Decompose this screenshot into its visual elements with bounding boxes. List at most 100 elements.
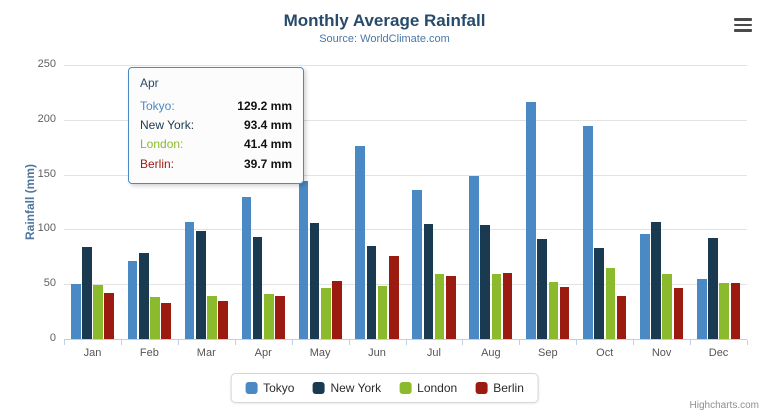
bar-london-may[interactable] (320, 287, 331, 339)
bar-tokyo-jun[interactable] (355, 146, 366, 339)
bar-new-york-sep[interactable] (537, 239, 548, 339)
bar-london-mar[interactable] (207, 295, 217, 339)
axis-tick (462, 340, 463, 345)
y-tick-label: 100 (37, 222, 56, 234)
bar-tokyo-oct[interactable] (583, 126, 593, 339)
x-tick-label: Feb (139, 347, 159, 359)
y-tick-label: 50 (43, 277, 56, 289)
chart-title: Monthly Average Rainfall (283, 11, 486, 30)
bar-new-york-nov[interactable] (651, 222, 661, 339)
legend-swatch (399, 382, 412, 394)
tooltip-rows: Tokyo: 129.2 mm New York: 93.4 mm London: 41.… (140, 97, 292, 174)
legend-item-tokyo[interactable]: Tokyo (245, 381, 294, 395)
credits-link[interactable]: Highcharts.com (689, 400, 759, 411)
gridline (64, 175, 747, 176)
bar-new-york-may[interactable] (309, 222, 320, 339)
bar-new-york-feb[interactable] (138, 252, 149, 339)
y-tick-label: 250 (37, 58, 56, 70)
axis-tick (576, 340, 577, 345)
x-tick-label: Jan (83, 347, 102, 359)
axis-tick (349, 340, 350, 345)
bar-berlin-mar[interactable] (218, 301, 228, 339)
bar-berlin-dec[interactable] (730, 283, 741, 339)
tooltip: Apr Tokyo: 129.2 mm New York: 93.4 mm London… (128, 67, 304, 184)
gridline (64, 284, 747, 285)
x-tick-label: Jul (426, 347, 441, 359)
x-tick-label: May (309, 347, 331, 359)
y-tick-label: 200 (37, 113, 56, 125)
axis-tick (406, 340, 407, 345)
legend-item-london[interactable]: London (399, 381, 457, 395)
bar-new-york-jun[interactable] (366, 246, 377, 339)
x-tick-label: Mar (196, 347, 216, 359)
bar-tokyo-may[interactable] (298, 181, 309, 339)
legend-item-new-york[interactable]: New York (312, 381, 381, 395)
bar-london-dec[interactable] (719, 282, 729, 339)
bar-new-york-jul[interactable] (423, 223, 434, 339)
tooltip-series-value: 41.4 mm (243, 137, 292, 152)
bar-berlin-jul[interactable] (445, 276, 456, 339)
axis-tick (519, 340, 520, 345)
x-tick-label: Sep (537, 347, 558, 359)
legend-item-berlin[interactable]: Berlin (475, 381, 524, 395)
axis-tick (235, 340, 236, 345)
bar-tokyo-jul[interactable] (412, 190, 423, 339)
bar-tokyo-feb[interactable] (127, 260, 138, 339)
bar-london-aug[interactable] (491, 273, 502, 339)
bar-new-york-mar[interactable] (195, 231, 206, 339)
axis-tick (64, 340, 65, 345)
x-tick-label: Aug (481, 347, 501, 359)
bar-berlin-may[interactable] (332, 281, 342, 339)
tooltip-series-value: 129.2 mm (237, 99, 292, 113)
bar-london-jan[interactable] (93, 285, 103, 339)
export-menu-button[interactable] (731, 15, 755, 35)
bar-berlin-nov[interactable] (673, 287, 684, 339)
bar-berlin-apr[interactable] (275, 295, 285, 339)
bar-berlin-sep[interactable] (559, 286, 570, 339)
tooltip-series-name: Berlin: (140, 156, 175, 171)
bar-tokyo-dec[interactable] (696, 279, 707, 339)
x-tick-label: Jun (368, 347, 386, 359)
tooltip-series-value: 39.7 mm (243, 156, 292, 171)
bar-berlin-jun[interactable] (389, 256, 399, 339)
legend: Tokyo New York London Berlin (230, 373, 539, 403)
bar-new-york-apr[interactable] (252, 236, 263, 339)
bar-new-york-dec[interactable] (708, 237, 718, 339)
bar-new-york-aug[interactable] (480, 224, 491, 339)
tooltip-series-name: Tokyo: (140, 99, 175, 113)
gridline (64, 229, 747, 230)
x-tick-label: Nov (651, 347, 672, 359)
bar-tokyo-mar[interactable] (184, 222, 195, 339)
bar-tokyo-apr[interactable] (241, 197, 252, 339)
bar-london-jun[interactable] (377, 286, 388, 339)
axis-tick (178, 340, 179, 345)
bar-london-jul[interactable] (434, 274, 445, 339)
legend-label: London (417, 381, 458, 395)
bar-new-york-jan[interactable] (82, 247, 92, 339)
bar-berlin-feb[interactable] (161, 302, 171, 339)
bar-berlin-jan[interactable] (104, 292, 115, 339)
legend-swatch (312, 382, 325, 394)
y-tick-label: 0 (49, 332, 56, 344)
bar-tokyo-nov[interactable] (640, 234, 650, 339)
bar-berlin-aug[interactable] (502, 272, 513, 339)
bar-tokyo-jan[interactable] (70, 284, 81, 339)
tooltip-series-name: London: (140, 137, 184, 152)
bar-berlin-oct[interactable] (616, 296, 627, 339)
bar-new-york-oct[interactable] (594, 247, 604, 339)
bar-london-feb[interactable] (150, 296, 160, 339)
x-tick-label: Dec (708, 347, 729, 359)
bar-london-nov[interactable] (662, 274, 673, 339)
bar-london-apr[interactable] (264, 293, 274, 339)
tooltip-row: Tokyo: 129.2 mm (140, 97, 292, 116)
bar-london-oct[interactable] (605, 267, 616, 339)
bar-london-sep[interactable] (548, 281, 559, 339)
legend-swatch (475, 382, 488, 394)
gridline (64, 120, 747, 121)
legend-label: Berlin (493, 381, 524, 395)
axis-tick (633, 340, 634, 345)
bar-tokyo-sep[interactable] (526, 101, 536, 339)
bar-tokyo-aug[interactable] (469, 176, 479, 339)
axis-tick (292, 340, 293, 345)
